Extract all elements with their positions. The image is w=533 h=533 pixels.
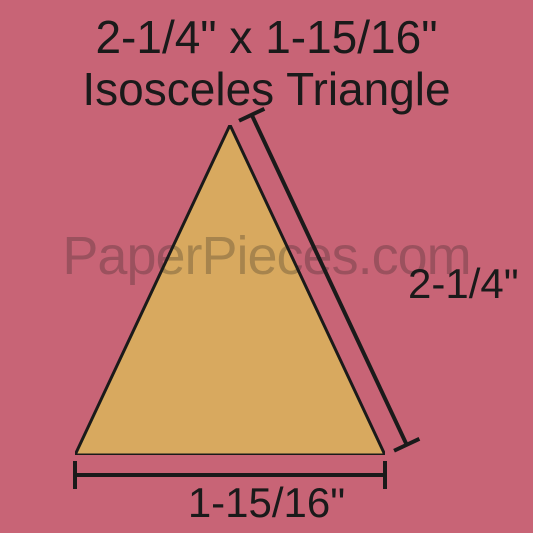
product-diagram: 2-1/4" x 1-15/16" Isosceles Triangle Pap…	[0, 0, 533, 533]
base-dimension-label: 1-15/16"	[0, 479, 533, 527]
triangle-shape	[75, 125, 385, 455]
side-dimension-label: 2-1/4"	[408, 260, 519, 308]
isosceles-triangle-svg	[75, 125, 385, 455]
shape-name-title: Isosceles Triangle	[0, 62, 533, 116]
dimensions-title: 2-1/4" x 1-15/16"	[0, 10, 533, 64]
